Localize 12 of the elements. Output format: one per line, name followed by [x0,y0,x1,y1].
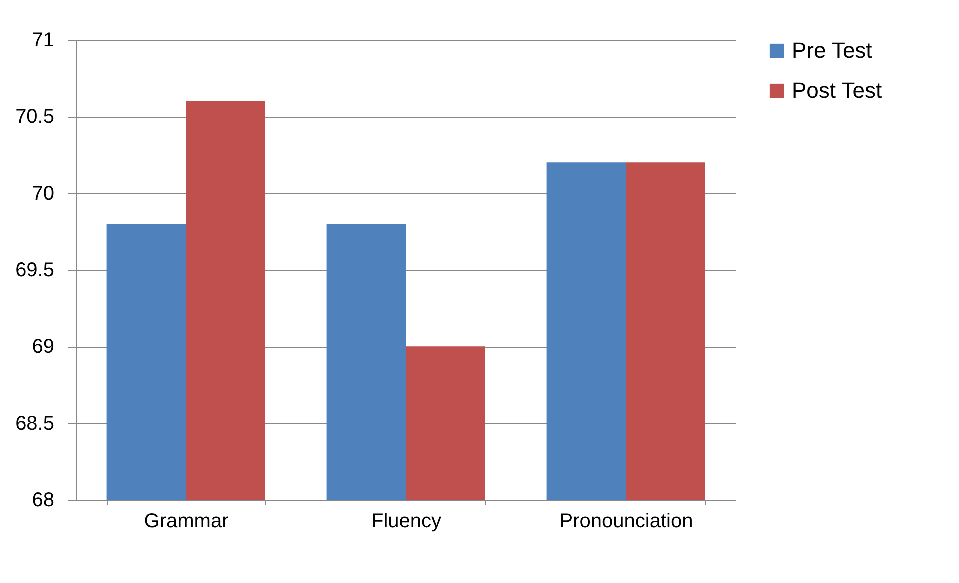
y-tick-label: 71 [32,30,54,52]
y-tick-label: 68.5 [16,412,54,435]
legend-label: Pre Test [792,38,872,63]
y-tick-label: 70.5 [16,106,54,128]
x-tick-label: Grammar [144,510,230,532]
x-tick-label: Pronounciation [560,510,694,532]
y-tick-label: 69.5 [16,260,54,282]
legend-label: Post Test [792,78,882,103]
y-tick-label: 70 [32,182,54,205]
x-tick-label: Fluency [371,510,442,532]
y-tick-label: 68 [32,490,54,512]
y-tick-label: 69 [32,336,54,358]
